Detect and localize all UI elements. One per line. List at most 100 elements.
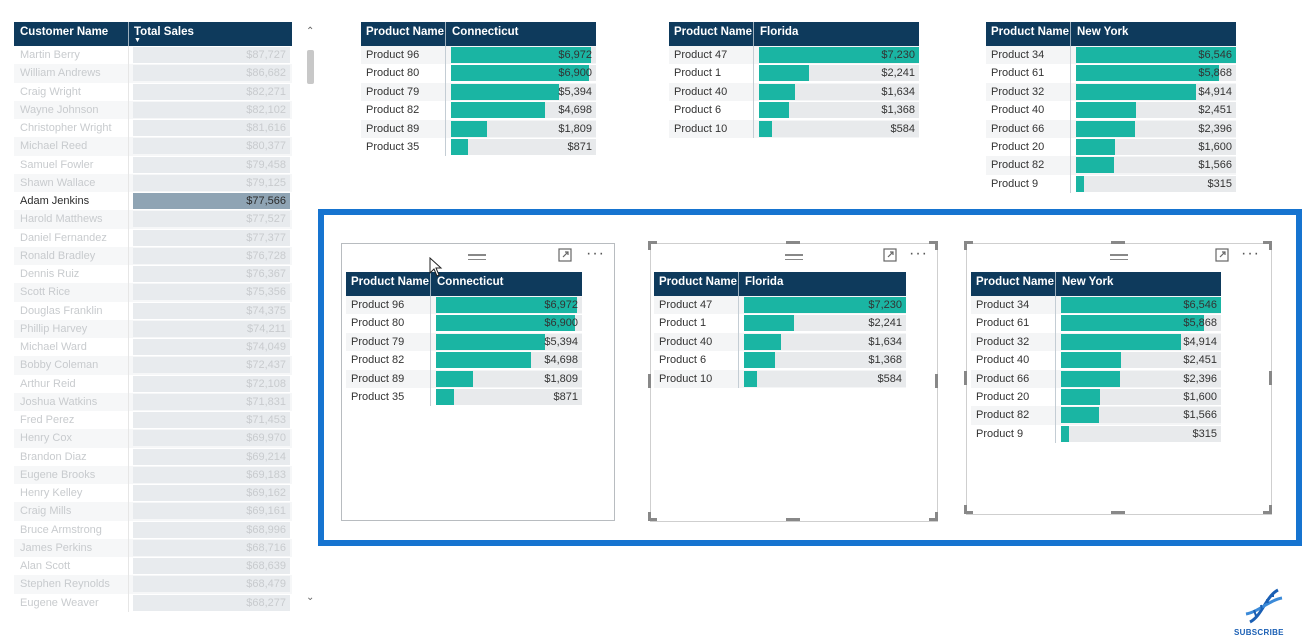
column-header-product-name[interactable]: Product Name (674, 26, 752, 38)
product-row[interactable]: Product 61 $5,868 (971, 314, 1221, 333)
column-header-state[interactable]: Florida (760, 26, 799, 38)
column-header-product-name[interactable]: Product Name (659, 276, 737, 288)
customer-row[interactable]: Bobby Coleman $72,437 (14, 356, 292, 375)
resize-handle-top[interactable] (1111, 241, 1125, 244)
product-row[interactable]: Product 9 $315 (986, 174, 1236, 194)
resize-handle-bottom-right[interactable] (1263, 511, 1272, 514)
customer-row[interactable]: Henry Kelley $69,162 (14, 484, 292, 503)
resize-handle-top-right[interactable] (1263, 241, 1272, 244)
focus-mode-icon[interactable] (883, 248, 897, 262)
resize-handle-right[interactable] (935, 374, 938, 388)
column-header-customer-name[interactable]: Customer Name (20, 26, 109, 38)
product-row[interactable]: Product 20 $1,600 (986, 137, 1236, 157)
resize-handle-bottom[interactable] (1111, 511, 1125, 514)
column-header-state[interactable]: New York (1062, 276, 1114, 288)
customer-row[interactable]: Bruce Armstrong $68,996 (14, 520, 292, 539)
resize-handle-bottom[interactable] (786, 518, 800, 521)
customer-row[interactable]: Henry Cox $69,970 (14, 429, 292, 448)
product-row[interactable]: Product 82 $1,566 (986, 156, 1236, 175)
product-row[interactable]: Product 80 $6,900 (346, 314, 582, 333)
resize-handle-bottom-left[interactable] (648, 512, 651, 521)
product-row[interactable]: Product 40 $2,451 (971, 351, 1221, 370)
product-table-connecticut-top[interactable]: Product Name Connecticut Product 96 $6,972 P… (361, 22, 596, 157)
resize-handle-bottom-right[interactable] (929, 518, 938, 521)
product-row[interactable]: Product 47 $7,230 (669, 46, 919, 65)
column-header-state[interactable]: Connecticut (437, 276, 504, 288)
column-header-state[interactable]: Connecticut (452, 26, 519, 38)
resize-handle-right[interactable] (1269, 371, 1272, 385)
resize-handle-bottom-right[interactable] (935, 512, 938, 521)
resize-handle-top-right[interactable] (935, 241, 938, 250)
product-row[interactable]: Product 79 $5,394 (361, 82, 596, 102)
customer-row[interactable]: Wayne Johnson $82,102 (14, 100, 292, 119)
product-row[interactable]: Product 82 $4,698 (361, 101, 596, 120)
product-row[interactable]: Product 47 $7,230 (654, 296, 906, 315)
product-row[interactable]: Product 6 $1,368 (654, 351, 906, 370)
customer-sales-table[interactable]: Customer Name Total Sales ▼ Martin Berry… (14, 22, 292, 626)
product-row[interactable]: Product 66 $2,396 (986, 119, 1236, 138)
product-row[interactable]: Product 40 $1,634 (654, 332, 906, 352)
column-header-total-sales[interactable]: Total Sales (134, 26, 194, 38)
drag-grip-icon[interactable] (468, 254, 486, 260)
product-row[interactable]: Product 82 $4,698 (346, 351, 582, 370)
customer-row[interactable]: Douglas Franklin $74,375 (14, 301, 292, 320)
customer-row[interactable]: Daniel Fernandez $77,377 (14, 228, 292, 247)
scroll-thumb[interactable] (307, 50, 314, 84)
product-table-florida-top[interactable]: Product Name Florida Product 47 $7,230 Produ… (669, 22, 919, 138)
customer-row[interactable]: Alan Scott $68,639 (14, 557, 292, 576)
resize-handle-top[interactable] (786, 241, 800, 244)
resize-handle-bottom-left[interactable] (964, 505, 967, 514)
customer-table-scrollbar[interactable]: ⌃ ⌄ (304, 26, 318, 606)
product-row[interactable]: Product 79 $5,394 (346, 332, 582, 352)
product-row[interactable]: Product 89 $1,809 (346, 369, 582, 388)
customer-row[interactable]: Ronald Bradley $76,728 (14, 246, 292, 265)
resize-handle-top-right[interactable] (1269, 241, 1272, 250)
resize-handle-bottom-right[interactable] (1269, 505, 1272, 514)
product-row[interactable]: Product 1 $2,241 (669, 64, 919, 83)
customer-row[interactable]: Arthur Reid $72,108 (14, 374, 292, 393)
drag-grip-icon[interactable] (785, 254, 803, 260)
product-row[interactable]: Product 9 $315 (971, 424, 1221, 444)
column-header-product-name[interactable]: Product Name (976, 276, 1054, 288)
product-row[interactable]: Product 61 $5,868 (986, 64, 1236, 83)
column-header-product-name[interactable]: Product Name (991, 26, 1069, 38)
product-row[interactable]: Product 6 $1,368 (669, 101, 919, 120)
product-row[interactable]: Product 96 $6,972 (346, 296, 582, 315)
resize-handle-top-left[interactable] (648, 241, 651, 250)
resize-handle-bottom-left[interactable] (648, 518, 657, 521)
product-row[interactable]: Product 10 $584 (669, 119, 919, 138)
customer-row[interactable]: Eugene Weaver $68,277 (14, 593, 292, 612)
product-row[interactable]: Product 10 $584 (654, 369, 906, 388)
product-row[interactable]: Product 40 $1,634 (669, 82, 919, 102)
customer-row[interactable]: Scott Rice $75,356 (14, 283, 292, 302)
drag-grip-icon[interactable] (1110, 254, 1128, 260)
product-row[interactable]: Product 96 $6,972 (361, 46, 596, 65)
product-row[interactable]: Product 80 $6,900 (361, 64, 596, 83)
more-options-icon[interactable]: ··· (1241, 245, 1260, 262)
customer-row[interactable]: Martin Berry $87,727 (14, 46, 292, 65)
product-table-newyork-top[interactable]: Product Name New York Product 34 $6,546 Prod… (986, 22, 1236, 194)
product-table-connecticut-card[interactable]: Product Name Connecticut Product 96 $6,972 P… (346, 272, 582, 407)
focus-mode-icon[interactable] (558, 248, 572, 262)
customer-row[interactable]: Stephen Reynolds $68,479 (14, 575, 292, 594)
customer-row[interactable]: Christopher Wright $81,616 (14, 119, 292, 138)
customer-row[interactable]: Harold Matthews $77,527 (14, 210, 292, 229)
column-header-state[interactable]: New York (1077, 26, 1129, 38)
product-row[interactable]: Product 32 $4,914 (986, 82, 1236, 102)
customer-row[interactable]: William Andrews $86,682 (14, 64, 292, 83)
subscribe-badge[interactable]: SUBSCRIBE (1234, 586, 1294, 638)
customer-row[interactable]: Phillip Harvey $74,211 (14, 319, 292, 338)
customer-row[interactable]: Michael Ward $74,049 (14, 338, 292, 357)
customer-row[interactable]: Eugene Brooks $69,183 (14, 465, 292, 484)
focus-mode-icon[interactable] (1215, 248, 1229, 262)
product-row[interactable]: Product 34 $6,546 (971, 296, 1221, 315)
product-row[interactable]: Product 35 $871 (361, 137, 596, 157)
customer-row[interactable]: Brandon Diaz $69,214 (14, 447, 292, 466)
column-header-state[interactable]: Florida (745, 276, 784, 288)
customer-row[interactable]: Michael Reed $80,377 (14, 137, 292, 156)
product-row[interactable]: Product 66 $2,396 (971, 369, 1221, 388)
scroll-down-icon[interactable]: ⌄ (306, 592, 315, 603)
product-table-florida-card[interactable]: Product Name Florida Product 47 $7,230 Produ… (654, 272, 906, 388)
resize-handle-top-left[interactable] (648, 241, 657, 244)
customer-row[interactable]: Shawn Wallace $79,125 (14, 173, 292, 192)
